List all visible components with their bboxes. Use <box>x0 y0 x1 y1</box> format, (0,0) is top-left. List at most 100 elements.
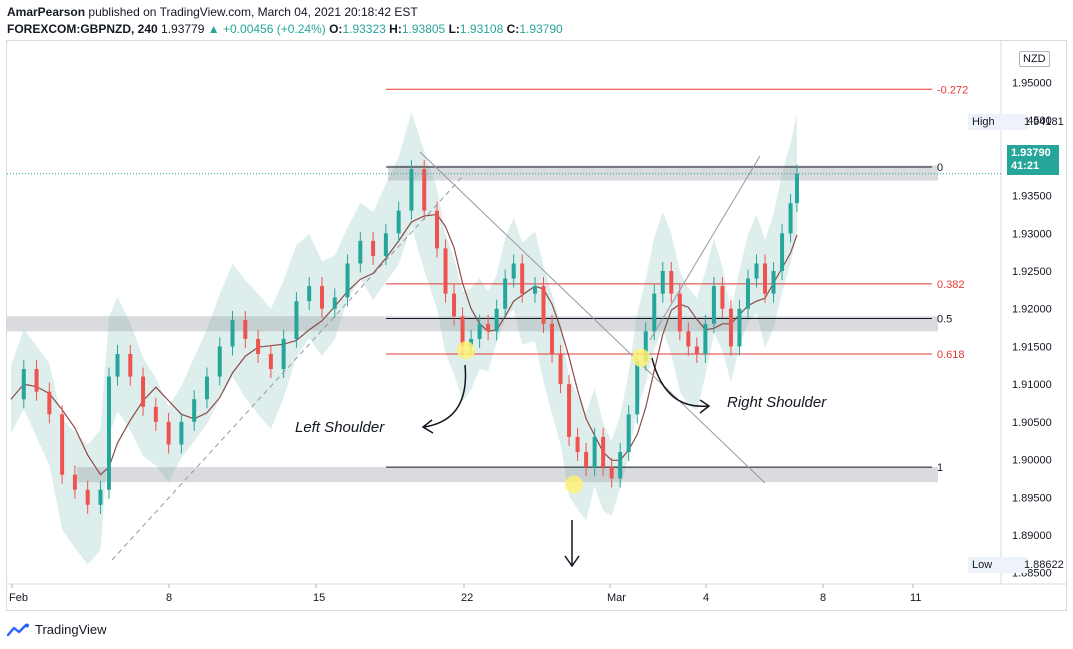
candle-body <box>652 293 657 332</box>
low-tag: Low <box>968 557 1028 573</box>
right-shoulder-label: Right Shoulder <box>727 394 827 411</box>
candle-body <box>358 240 363 264</box>
candle-body <box>204 376 209 400</box>
low-tag-value: 1.88622 <box>1024 559 1064 571</box>
candle-body <box>558 353 563 385</box>
candle-body <box>660 271 665 294</box>
shoulder-marker <box>457 341 475 360</box>
x-tick-label: 4 <box>703 592 709 604</box>
candle-body <box>520 263 525 294</box>
current-price-tag: 1.93790 41:21 <box>1007 145 1059 175</box>
candle-body <box>396 210 401 234</box>
candle-body <box>745 278 750 309</box>
candle-body <box>60 414 65 475</box>
candle-body <box>230 320 235 347</box>
candle-body <box>217 346 222 377</box>
fib-label: 0 <box>937 162 943 174</box>
candle-body <box>268 353 273 370</box>
brand-name: TradingView <box>35 622 107 637</box>
left-shoulder-label: Left Shoulder <box>295 419 385 436</box>
shoulder-marker <box>632 348 650 367</box>
x-tick-label: 22 <box>461 592 473 604</box>
candle-body <box>47 391 52 415</box>
candle-body <box>780 233 785 272</box>
x-tick-label: Mar <box>607 592 626 604</box>
high-value: 1.93805 <box>401 22 446 36</box>
countdown-value: 41:21 <box>1011 160 1040 172</box>
candle-body <box>575 436 580 453</box>
close-value: 1.93790 <box>519 22 563 36</box>
candle-body <box>763 263 768 294</box>
y-tick-label: 1.92500 <box>1012 266 1052 278</box>
candle-body <box>694 346 699 354</box>
x-tick-label: 11 <box>910 592 921 604</box>
tradingview-logo-icon <box>7 623 29 636</box>
fib-label: 1 <box>937 462 943 474</box>
ohlc-legend: FOREXCOM:GBPNZD, 240 1.93779 ▲ +0.00456 … <box>7 22 563 36</box>
y-tick-label: 1.91500 <box>1012 341 1052 353</box>
bollinger-band <box>11 112 797 565</box>
candle-body <box>737 308 742 347</box>
candle-body <box>98 489 103 505</box>
author-name[interactable]: AmarPearson <box>7 5 86 19</box>
footer-brand[interactable]: TradingView <box>7 622 107 637</box>
candle-body <box>452 293 457 317</box>
candle-body <box>371 240 376 256</box>
y-tick-label: 1.93000 <box>1012 228 1052 240</box>
support-zone <box>388 165 938 181</box>
candle-body <box>503 278 508 309</box>
breakout-line <box>649 155 761 341</box>
price-change: +0.00456 (+0.24%) <box>223 22 326 36</box>
candle-body <box>711 286 716 324</box>
candle-body <box>307 286 312 302</box>
candle-body <box>179 421 184 445</box>
y-tick-label: 1.90000 <box>1012 455 1052 467</box>
candle-body <box>72 474 77 490</box>
candle-body <box>34 369 39 392</box>
candle-body <box>243 320 248 339</box>
candle-body <box>192 399 197 422</box>
y-tick-label: 1.90500 <box>1012 417 1052 429</box>
moving-average-line <box>10 213 798 476</box>
candle-body <box>677 293 682 332</box>
high-tag-value: 1.94181 <box>1024 116 1064 128</box>
candle-body <box>635 361 640 415</box>
y-tick-label: 1.95000 <box>1012 77 1052 89</box>
candle-body <box>669 271 674 294</box>
candle-body <box>319 286 324 309</box>
y-tick-label: 1.93500 <box>1012 191 1052 203</box>
arrow-head-icon <box>564 555 580 568</box>
candle-body <box>256 338 261 354</box>
y-tick-label: 1.89000 <box>1012 530 1052 542</box>
candle-body <box>618 452 623 479</box>
candle-body <box>469 338 474 347</box>
candle-body <box>788 203 793 234</box>
published-text: published on TradingView.com, March 04, … <box>88 5 418 19</box>
candle-body <box>601 436 606 468</box>
curved-arrow-icon <box>651 357 709 407</box>
high-label: H: <box>389 22 402 36</box>
close-label: C: <box>506 22 520 36</box>
fib-label: 0.5 <box>937 314 952 326</box>
candle-body <box>686 331 691 347</box>
current-price-value: 1.93790 <box>1011 147 1051 159</box>
candle-body <box>550 323 555 354</box>
candle-body <box>435 210 439 249</box>
triangle-up-icon: ▲ <box>207 22 220 36</box>
candle-body <box>794 173 799 204</box>
candle-body <box>703 323 708 354</box>
candle-body <box>771 271 776 294</box>
currency-badge[interactable]: NZD <box>1019 51 1050 67</box>
candle-body <box>332 297 337 309</box>
candle-body <box>443 248 448 294</box>
candle-body <box>106 376 111 490</box>
candle-body <box>281 338 286 370</box>
symbol-title[interactable]: FOREXCOM:GBPNZD, 240 <box>7 22 158 36</box>
shoulder-marker <box>565 475 583 494</box>
neckline-diagonal <box>419 151 766 484</box>
candle-body <box>85 489 90 505</box>
x-tick-label: Feb <box>9 592 28 604</box>
candle-body <box>643 331 648 362</box>
candle-body <box>409 169 414 211</box>
